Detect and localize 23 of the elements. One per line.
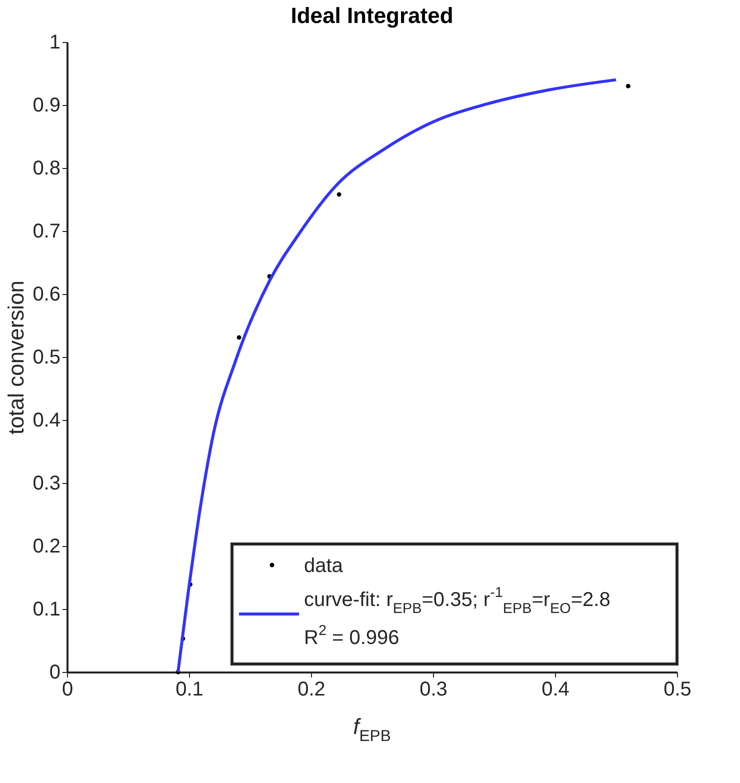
y-tick-label: 0.5 [32, 346, 60, 368]
chart-title: Ideal Integrated [290, 3, 454, 28]
y-tick-label: 0.1 [32, 598, 60, 620]
point [626, 84, 630, 88]
y-tick-label: 0.2 [32, 536, 60, 558]
x-tick-label: 0.4 [542, 678, 570, 700]
x-tick-label: 0.2 [298, 678, 326, 700]
y-tick-label: 0.6 [32, 284, 60, 306]
y-tick-label: 0.4 [32, 410, 60, 432]
y-tick-label: 1 [49, 32, 60, 54]
point [236, 335, 242, 340]
line-series [176, 78, 618, 674]
x-tick-label: 0.3 [420, 678, 448, 700]
y-tick-label: 0.3 [32, 472, 60, 494]
y-tick-label: 0.7 [32, 220, 60, 242]
y-axis-title: total conversion [4, 280, 29, 435]
y-tick-label: 0.9 [32, 94, 60, 116]
point [336, 192, 342, 197]
x-tick-label: 0.5 [664, 678, 692, 700]
x-tick-label: 0.1 [176, 678, 204, 700]
y-tick-label: 0 [49, 662, 60, 684]
legend-label: data [304, 555, 344, 577]
y-tick-label: 0.8 [32, 158, 60, 180]
